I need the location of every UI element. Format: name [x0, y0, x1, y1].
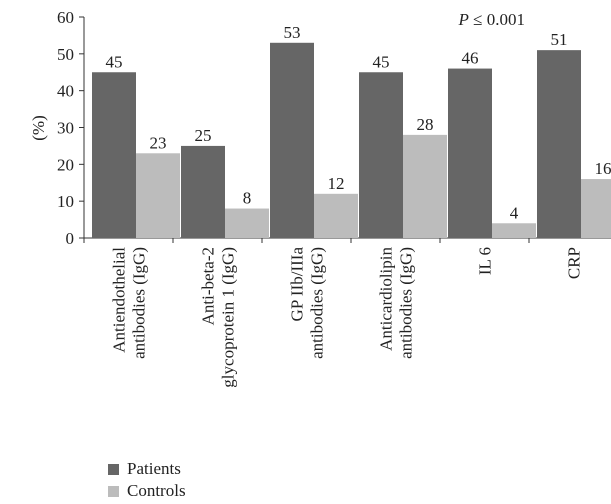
category-label: Antiendothelialantibodies (IgG): [110, 247, 149, 359]
data-label-controls: 23: [150, 133, 167, 152]
p-value-text: ≤ 0.001: [469, 10, 525, 29]
bars: [92, 42, 611, 239]
y-tick-label: 20: [57, 155, 74, 174]
legend-item-controls: Controls: [108, 480, 186, 502]
data-label-patients: 45: [373, 52, 390, 71]
category-label: Anticardiolipinantibodies (IgG): [377, 247, 416, 359]
y-tick-label: 40: [57, 82, 74, 101]
y-tick-label: 50: [57, 45, 74, 64]
data-label-controls: 28: [417, 115, 434, 134]
bar-controls: [581, 179, 611, 238]
category-label: GP IIb/IIIaantibodies (IgG): [288, 247, 327, 359]
category-label-line: antibodies (IgG): [308, 247, 327, 359]
legend-swatch-controls: [108, 485, 119, 497]
bar-controls: [403, 134, 447, 238]
bar-controls: [225, 208, 269, 238]
category-label: IL 6: [476, 247, 495, 275]
bar-patients: [92, 72, 136, 238]
category-labels: Antiendothelialantibodies (IgG) Anti-beta…: [110, 247, 584, 388]
category-label-line: antibodies (IgG): [130, 247, 149, 359]
legend-item-patients: Patients: [108, 458, 186, 480]
category-label-line: glycoprotein 1 (IgG): [219, 247, 238, 388]
category-label-line: IL 6: [476, 247, 495, 275]
data-label-controls: 8: [243, 189, 252, 208]
bar-patients: [359, 72, 403, 238]
category-label-line: Anticardiolipin: [377, 247, 396, 351]
data-label-patients: 46: [462, 49, 479, 68]
category-label-line: antibodies (IgG): [397, 247, 416, 359]
category-label-line: Anti-beta-2: [199, 247, 218, 325]
data-label-patients: 25: [195, 126, 212, 145]
y-tick-label: 60: [57, 8, 74, 27]
category-label-line: CRP: [565, 247, 584, 279]
bar-controls: [492, 223, 536, 238]
p-value-symbol: P: [458, 10, 469, 29]
category-label: CRP: [565, 247, 584, 279]
bar-patients: [537, 50, 581, 239]
category-label-line: GP IIb/IIIa: [288, 247, 307, 322]
y-axis-label: (%): [29, 115, 48, 140]
data-label-controls: 16: [595, 159, 611, 178]
legend-swatch-patients: [108, 463, 119, 475]
legend-label-patients: Patients: [127, 459, 181, 478]
bar-controls: [314, 193, 358, 238]
data-label-controls: 12: [328, 174, 345, 193]
bar-patients: [181, 145, 225, 238]
data-label-controls: 4: [510, 203, 519, 222]
y-tick-label: 30: [57, 119, 74, 138]
p-value-annotation: P ≤ 0.001: [458, 10, 525, 29]
category-label: Anti-beta-2glycoprotein 1 (IgG): [199, 247, 238, 388]
y-tick-label: 10: [57, 192, 74, 211]
y-tick-label: 0: [66, 229, 75, 248]
data-labels: 45 23 25 8 53 12 45 28 46 4 51 16: [106, 23, 611, 222]
legend-label-controls: Controls: [127, 481, 186, 500]
data-label-patients: 51: [551, 30, 568, 49]
category-label-line: Antiendothelial: [110, 247, 129, 353]
data-label-patients: 53: [284, 23, 301, 42]
data-label-patients: 45: [106, 52, 123, 71]
bar-patients: [270, 42, 314, 239]
legend: Patients Controls: [108, 458, 186, 502]
bar-controls: [136, 153, 180, 238]
bar-patients: [448, 68, 492, 238]
